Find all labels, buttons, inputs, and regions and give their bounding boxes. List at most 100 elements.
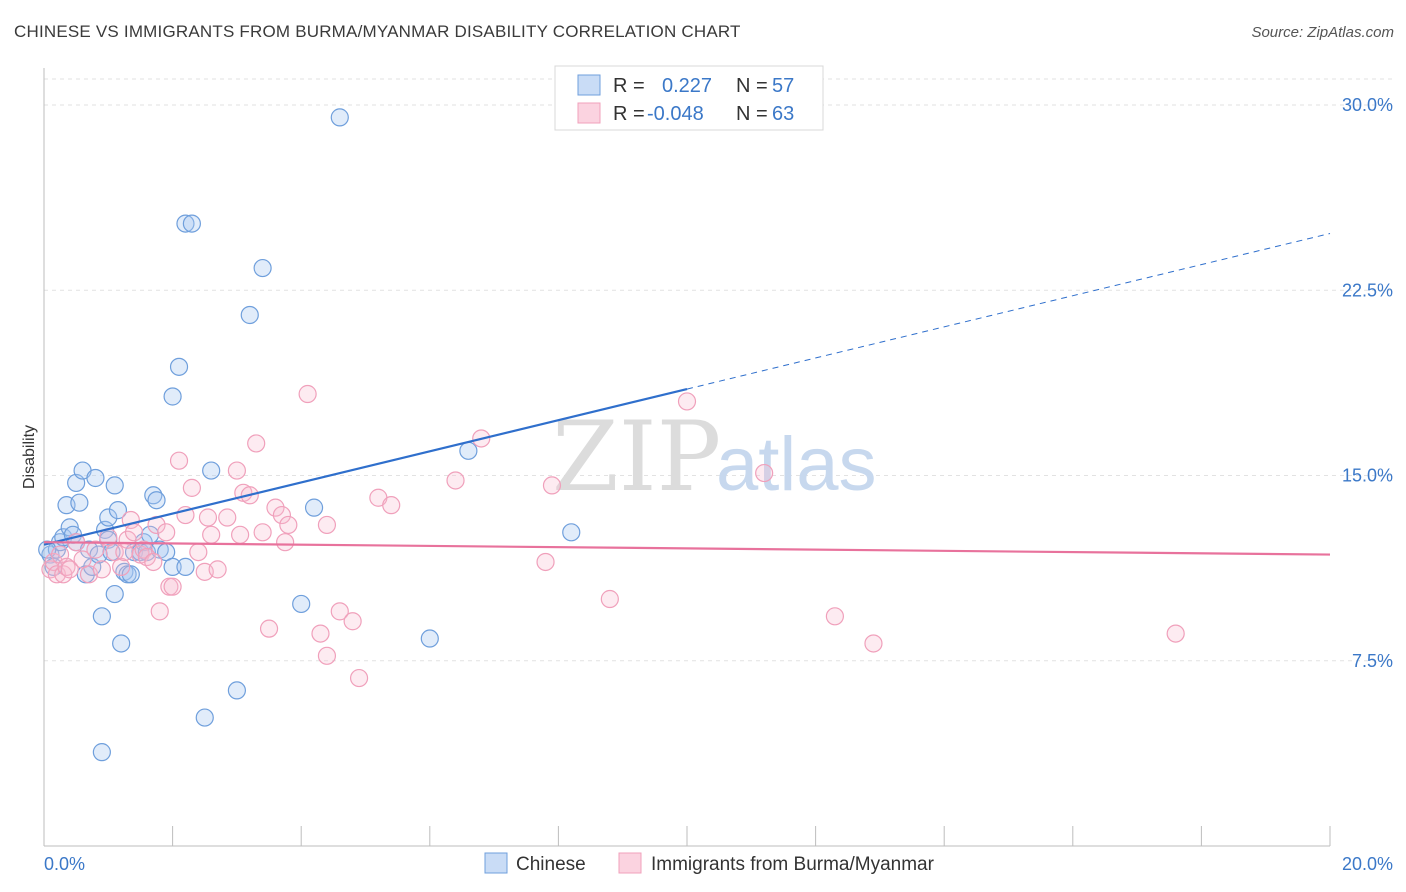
point-chinese xyxy=(105,584,124,604)
point-chinese xyxy=(304,498,324,517)
point-chinese xyxy=(253,258,272,278)
x-tick-label-min: 0.0% xyxy=(44,854,85,874)
legend-n-value-burma: 63 xyxy=(772,103,794,125)
point-burma xyxy=(150,602,169,621)
point-burma xyxy=(198,508,218,527)
point-burma xyxy=(60,560,79,579)
point-chinese xyxy=(121,565,140,584)
point-burma xyxy=(112,557,131,577)
y-axis-label: Disability xyxy=(21,425,38,489)
point-burma xyxy=(298,384,317,404)
legend-r-value-chinese: 0.227 xyxy=(662,75,712,97)
point-chinese xyxy=(227,681,246,700)
y-tick-labels: 7.5% 15.0% 22.5% 30.0% xyxy=(1342,95,1393,671)
legend-swatch-chinese xyxy=(577,74,601,96)
y-tick-label: 30.0% xyxy=(1342,95,1393,115)
point-burma xyxy=(231,525,250,544)
point-burma xyxy=(163,577,182,596)
point-burma xyxy=(279,515,298,535)
point-burma xyxy=(253,523,272,542)
series-legend-swatch-burma xyxy=(618,852,642,874)
legend-r-value-burma: -0.048 xyxy=(647,103,704,125)
watermark-atlas: atlas xyxy=(716,422,877,507)
point-burma xyxy=(247,434,266,453)
point-chinese xyxy=(202,461,221,480)
point-chinese xyxy=(108,501,128,520)
point-chinese xyxy=(240,305,259,325)
point-chinese xyxy=(163,387,182,406)
legend-box: R = 0.227 N = 57 R = -0.048 N = 63 xyxy=(554,65,824,131)
point-chinese xyxy=(562,523,581,542)
trend-line-chinese-extension xyxy=(686,232,1331,390)
point-burma xyxy=(349,668,369,688)
data-points xyxy=(38,108,1185,762)
point-chinese xyxy=(169,357,189,376)
y-tick-label: 22.5% xyxy=(1342,280,1393,300)
point-burma xyxy=(169,451,189,470)
legend-n-value-chinese: 57 xyxy=(772,75,794,97)
point-burma xyxy=(157,523,176,542)
axes xyxy=(43,68,1331,847)
y-tick-label: 15.0% xyxy=(1342,466,1393,486)
point-chinese xyxy=(70,493,89,512)
point-burma xyxy=(755,463,774,483)
series-legend: Chinese Immigrants from Burma/Myanmar xyxy=(484,852,935,875)
point-burma xyxy=(144,552,163,572)
point-burma xyxy=(864,634,883,653)
point-burma xyxy=(227,461,246,480)
point-chinese xyxy=(330,108,349,127)
gridlines xyxy=(44,78,1394,662)
point-burma xyxy=(542,476,562,495)
point-burma xyxy=(330,602,349,621)
point-burma xyxy=(259,619,279,638)
legend-n-label-burma: N = xyxy=(736,103,768,125)
point-burma xyxy=(92,560,111,579)
point-burma xyxy=(382,496,401,515)
series-legend-label-chinese: Chinese xyxy=(516,854,586,875)
point-burma xyxy=(825,607,844,626)
trend-line-chinese xyxy=(43,388,688,546)
point-chinese xyxy=(147,491,166,510)
point-chinese xyxy=(163,557,182,577)
chart-title: CHINESE VS IMMIGRANTS FROM BURMA/MYANMAR… xyxy=(14,22,741,41)
point-burma xyxy=(311,624,330,643)
point-chinese xyxy=(176,557,195,577)
trend-lines xyxy=(43,232,1331,556)
point-burma xyxy=(57,557,76,577)
point-burma xyxy=(317,646,337,665)
point-burma xyxy=(189,542,208,562)
point-burma xyxy=(202,525,221,544)
point-burma xyxy=(276,533,295,552)
point-burma xyxy=(124,523,144,542)
point-chinese xyxy=(176,214,195,233)
legend-r-label-chinese: R = xyxy=(613,75,645,97)
watermark-zip: ZIP xyxy=(552,401,721,513)
series-legend-swatch-chinese xyxy=(484,852,508,874)
legend-n-label-chinese: N = xyxy=(736,75,768,97)
point-chinese xyxy=(105,476,124,495)
point-chinese xyxy=(182,214,201,233)
point-burma xyxy=(266,498,285,517)
point-chinese xyxy=(112,634,131,653)
point-chinese xyxy=(420,629,439,648)
point-burma xyxy=(536,552,555,572)
point-burma xyxy=(208,560,227,579)
point-chinese xyxy=(144,486,163,505)
y-tick-label: 7.5% xyxy=(1352,651,1393,671)
point-chinese xyxy=(459,441,478,460)
point-chinese xyxy=(92,743,111,762)
point-burma xyxy=(1166,624,1185,643)
legend-r-label-burma: R = xyxy=(613,103,645,125)
point-burma xyxy=(182,478,201,497)
point-burma xyxy=(600,589,619,609)
point-burma xyxy=(86,540,105,559)
legend-swatch-burma xyxy=(577,102,601,124)
point-chinese xyxy=(195,708,214,727)
point-burma xyxy=(343,612,362,631)
point-burma xyxy=(446,471,465,490)
point-chinese xyxy=(86,468,105,488)
trend-line-burma xyxy=(43,541,1331,556)
point-burma xyxy=(272,505,292,525)
chart-source: Source: ZipAtlas.com xyxy=(1251,24,1394,41)
